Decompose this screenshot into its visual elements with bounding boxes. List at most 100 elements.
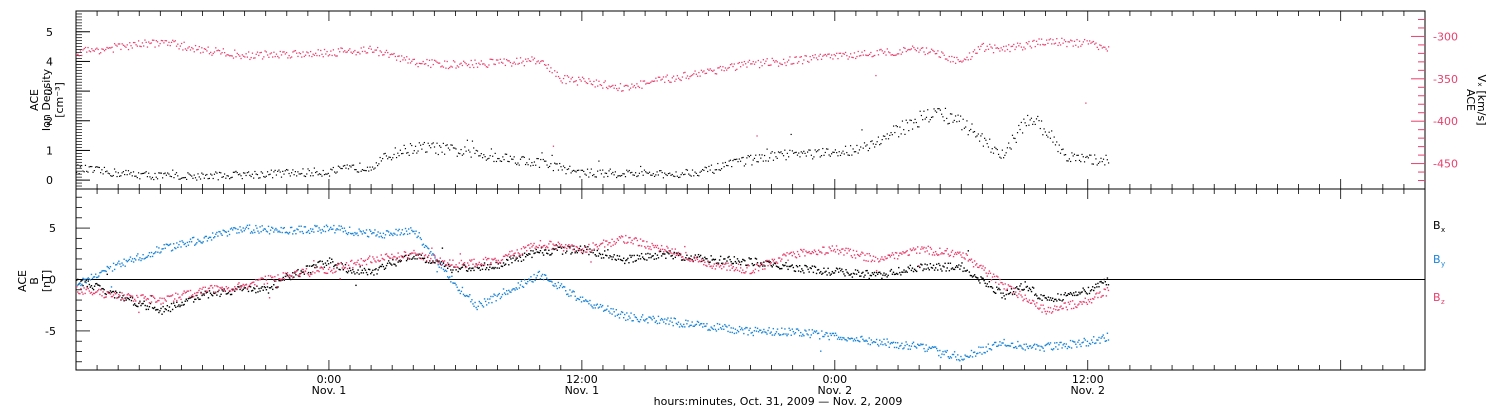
bx-point bbox=[574, 252, 576, 254]
bz-point bbox=[237, 283, 239, 286]
bx-point bbox=[332, 261, 334, 263]
density-point bbox=[650, 174, 652, 176]
vx-point bbox=[962, 60, 964, 62]
by-point bbox=[784, 328, 786, 330]
by-point bbox=[952, 353, 955, 356]
bz-point bbox=[126, 294, 128, 296]
bz-point bbox=[890, 254, 893, 256]
bx-point bbox=[187, 297, 190, 300]
vx-point bbox=[413, 58, 415, 60]
bz-point bbox=[185, 291, 188, 293]
bz-point bbox=[280, 279, 282, 281]
by-point bbox=[675, 322, 678, 325]
vx-point bbox=[221, 51, 223, 54]
by-point bbox=[660, 317, 663, 320]
bz-point bbox=[305, 268, 308, 270]
by-point bbox=[1084, 339, 1086, 341]
density-point bbox=[960, 115, 962, 117]
density-point bbox=[469, 151, 471, 153]
vx-point bbox=[422, 60, 424, 63]
by-point bbox=[912, 341, 915, 343]
bz-point bbox=[605, 240, 607, 242]
density-point bbox=[1096, 164, 1098, 166]
vx-point bbox=[990, 46, 992, 48]
bx-point bbox=[439, 263, 441, 265]
bz-point bbox=[487, 257, 489, 260]
bx-point bbox=[274, 280, 276, 282]
by-point bbox=[800, 331, 802, 334]
bx-point bbox=[260, 287, 262, 289]
density-point bbox=[193, 174, 195, 176]
density-point bbox=[542, 158, 544, 161]
by-point bbox=[811, 329, 814, 331]
bz-point bbox=[703, 263, 705, 266]
bx-point bbox=[403, 255, 406, 258]
bz-point bbox=[327, 268, 330, 271]
bx-point bbox=[490, 263, 492, 266]
bz-point bbox=[1058, 309, 1060, 311]
density-point bbox=[843, 153, 845, 155]
bx-point bbox=[1016, 286, 1018, 288]
density-point bbox=[962, 118, 964, 120]
density-point bbox=[861, 129, 863, 131]
by-point bbox=[1099, 342, 1101, 344]
bx-point bbox=[945, 270, 947, 272]
bx-point bbox=[524, 256, 527, 258]
by-point bbox=[906, 343, 908, 346]
by-point bbox=[246, 224, 249, 227]
density-point bbox=[776, 157, 778, 159]
by-point bbox=[1086, 340, 1089, 343]
by-point bbox=[573, 291, 575, 293]
bz-point bbox=[423, 255, 426, 257]
bx-point bbox=[434, 262, 436, 264]
density-point bbox=[616, 176, 618, 179]
density-point bbox=[199, 178, 202, 180]
by-point bbox=[504, 293, 507, 296]
vx-point bbox=[452, 60, 455, 62]
density-point bbox=[685, 168, 687, 171]
density-point bbox=[561, 169, 563, 171]
vx-point bbox=[971, 55, 973, 58]
bz-point bbox=[181, 294, 183, 296]
by-point bbox=[1094, 342, 1096, 345]
bx-point bbox=[931, 267, 934, 269]
by-point bbox=[736, 329, 739, 332]
bz-point bbox=[112, 294, 115, 296]
bz-point bbox=[685, 251, 687, 254]
vx-point bbox=[756, 135, 758, 137]
bx-point bbox=[543, 249, 546, 251]
density-point bbox=[500, 160, 503, 163]
vx-point bbox=[283, 51, 285, 53]
by-point bbox=[148, 252, 151, 254]
vx-point bbox=[591, 84, 594, 86]
vx-point bbox=[899, 49, 901, 51]
bx-point bbox=[206, 291, 209, 293]
by-point bbox=[971, 356, 974, 358]
by-point bbox=[696, 320, 699, 323]
density-point bbox=[82, 170, 84, 172]
density-point bbox=[191, 175, 193, 177]
bx-point bbox=[175, 306, 177, 308]
vx-point bbox=[562, 77, 565, 80]
bz-point bbox=[732, 265, 734, 268]
bx-point bbox=[1062, 299, 1064, 301]
bx-point bbox=[450, 269, 452, 271]
density-point bbox=[81, 164, 83, 167]
bx-point bbox=[432, 260, 434, 262]
bz-point bbox=[162, 302, 164, 304]
bx-point bbox=[588, 253, 590, 256]
bx-point bbox=[103, 288, 105, 291]
by-point bbox=[110, 286, 113, 288]
vx-point bbox=[894, 54, 896, 57]
bz-point bbox=[1028, 299, 1031, 301]
bx-point bbox=[1045, 297, 1047, 299]
bx-point bbox=[350, 269, 352, 272]
by-point bbox=[196, 242, 198, 244]
by-point bbox=[341, 227, 343, 229]
bx-point bbox=[977, 277, 979, 279]
vx-point bbox=[339, 51, 341, 53]
vx-point bbox=[481, 63, 484, 65]
vx-point bbox=[184, 48, 187, 50]
bz-point bbox=[759, 264, 762, 266]
bz-point bbox=[380, 254, 382, 256]
